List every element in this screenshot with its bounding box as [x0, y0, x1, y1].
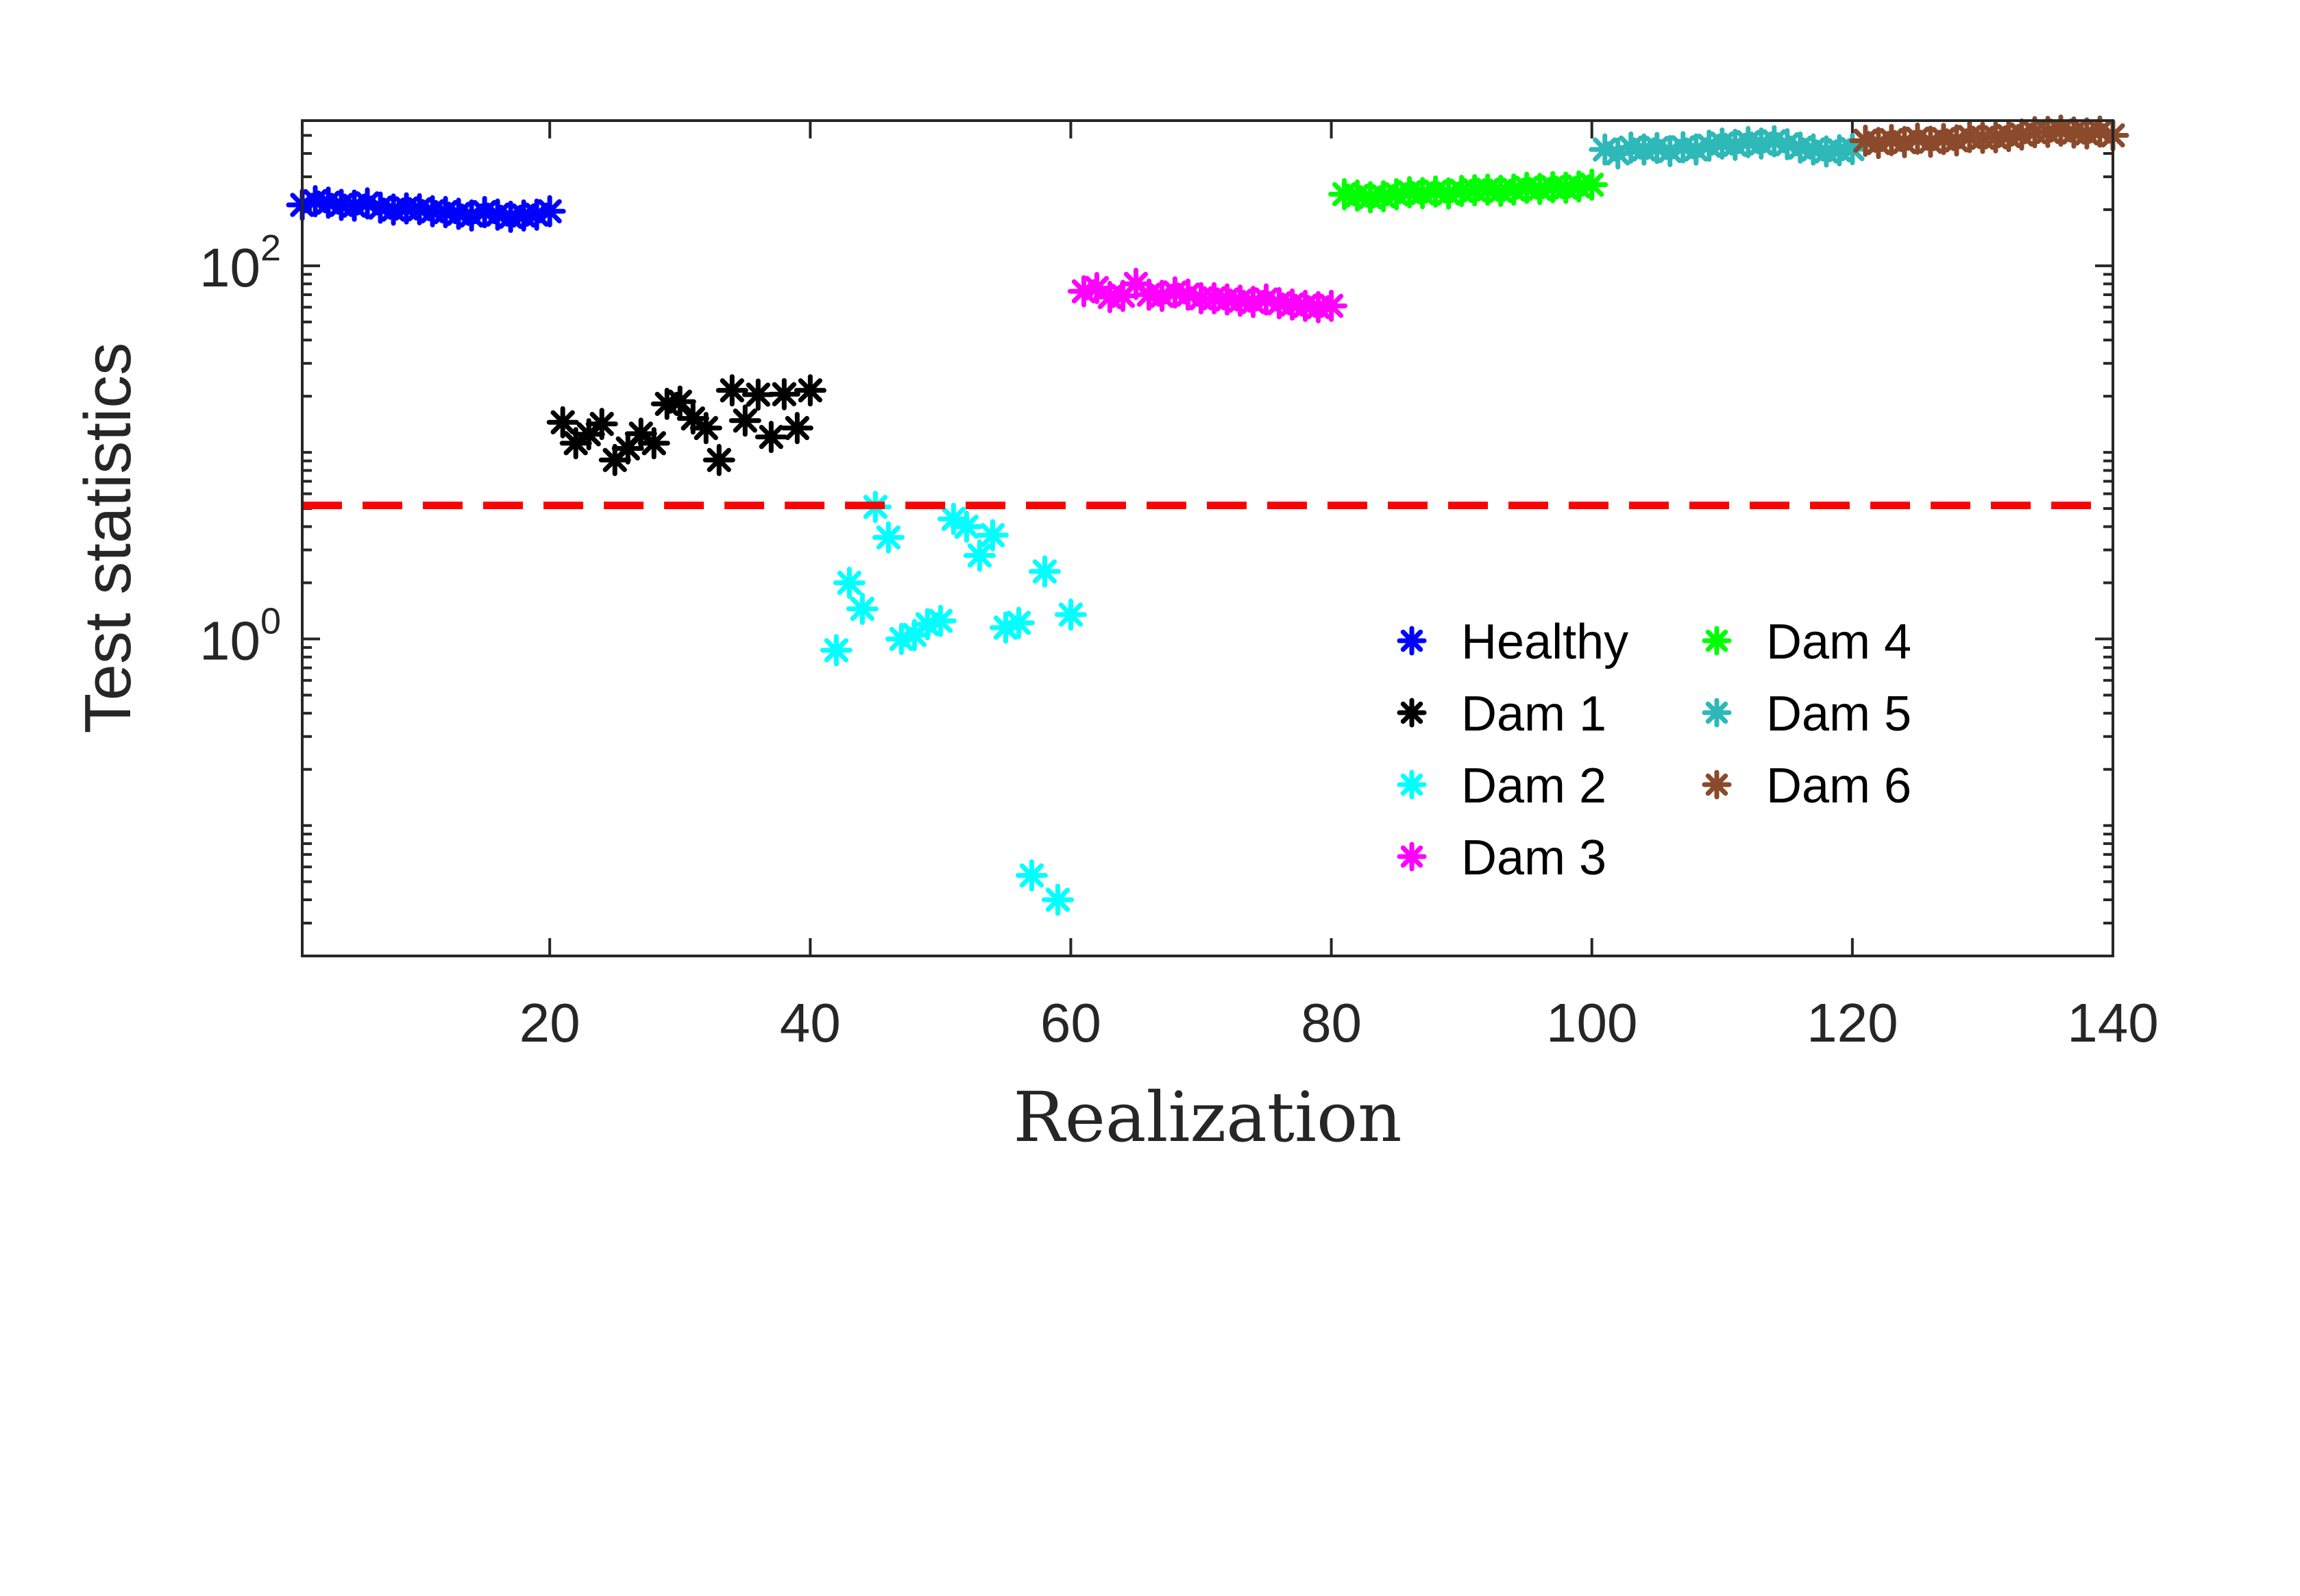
data-point — [924, 604, 957, 637]
y-axis-label: Test statistics — [71, 343, 145, 734]
plot-area — [302, 121, 2113, 956]
data-point — [715, 374, 748, 407]
data-point — [1054, 598, 1087, 631]
legend-marker — [1702, 626, 1732, 656]
data-point — [976, 519, 1009, 552]
x-tick-label: 20 — [519, 992, 580, 1053]
data-point — [950, 510, 983, 543]
data-series — [286, 114, 2129, 916]
data-point — [1015, 859, 1048, 892]
series-dam-5 — [1589, 125, 1869, 170]
legend-label: Dam 1 — [1461, 687, 1606, 741]
legend-item: Dam 1 — [1397, 687, 1606, 741]
data-point — [794, 374, 827, 407]
x-tick-label: 100 — [1546, 992, 1637, 1053]
data-point — [872, 521, 905, 554]
data-point — [663, 385, 696, 418]
series-dam-4 — [1328, 169, 1608, 214]
data-point — [585, 408, 618, 441]
legend-label: Healthy — [1461, 615, 1628, 670]
x-tick-labels: 20 40 60 80 100 120 140 — [519, 992, 2159, 1053]
legend-item: Dam 4 — [1702, 615, 1911, 670]
legend-label: Dam 5 — [1766, 687, 1911, 741]
data-point — [963, 539, 996, 572]
x-tick-label: 140 — [2067, 992, 2158, 1053]
data-point — [833, 566, 866, 599]
x-axis-label: Realization — [1013, 1077, 1402, 1157]
y-tick-label: 100 — [199, 600, 281, 671]
legend-label: Dam 2 — [1461, 759, 1606, 813]
data-point — [533, 195, 566, 228]
data-point — [689, 412, 722, 445]
series-dam-1 — [546, 374, 827, 476]
legend-marker — [1397, 770, 1427, 800]
data-point — [637, 427, 670, 460]
legend-item: Healthy — [1397, 615, 1628, 670]
legend-marker — [1702, 770, 1732, 800]
x-tick-label: 120 — [1807, 992, 1898, 1053]
series-dam-6 — [1849, 114, 2129, 160]
data-point — [1576, 169, 1608, 201]
legend-label: Dam 6 — [1766, 759, 1911, 813]
x-tick-label: 80 — [1301, 992, 1362, 1053]
data-point — [781, 412, 813, 445]
legend-marker — [1397, 698, 1427, 728]
legend-marker — [1702, 698, 1732, 728]
series-healthy — [286, 185, 566, 233]
data-point — [702, 443, 735, 476]
series-dam-2 — [820, 491, 1087, 916]
data-point — [1028, 555, 1061, 588]
legend: Healthy Dam 1 Dam 2 Dam 3 Dam 4 Dam 5 Dam 6 — [1397, 615, 1911, 885]
data-point — [846, 592, 879, 625]
data-point — [768, 378, 800, 410]
data-point — [2083, 115, 2116, 148]
y-tick-label: 102 — [199, 228, 281, 298]
x-tick-label: 40 — [780, 992, 841, 1053]
axes-box — [301, 119, 2114, 957]
y-tick-labels: 100 102 — [199, 228, 281, 672]
legend-label: Dam 4 — [1766, 615, 1911, 670]
legend-item: Dam 5 — [1702, 687, 1911, 741]
legend-item: Dam 6 — [1702, 759, 1911, 813]
series-dam-3 — [1067, 267, 1348, 323]
data-point — [742, 378, 774, 411]
legend-item: Dam 2 — [1397, 759, 1606, 813]
data-point — [729, 404, 761, 437]
data-point — [1315, 289, 1348, 322]
x-tick-label: 60 — [1040, 992, 1101, 1053]
data-point — [1041, 883, 1074, 916]
data-point — [989, 611, 1022, 644]
legend-label: Dam 3 — [1461, 831, 1606, 885]
legend-marker — [1397, 842, 1427, 872]
data-point — [755, 421, 787, 454]
legend-item: Dam 3 — [1397, 831, 1606, 885]
data-point — [1002, 606, 1035, 639]
data-point — [820, 634, 853, 667]
data-point — [624, 417, 657, 450]
data-point — [351, 187, 384, 220]
legend-marker — [1397, 626, 1427, 656]
data-point — [546, 406, 579, 439]
